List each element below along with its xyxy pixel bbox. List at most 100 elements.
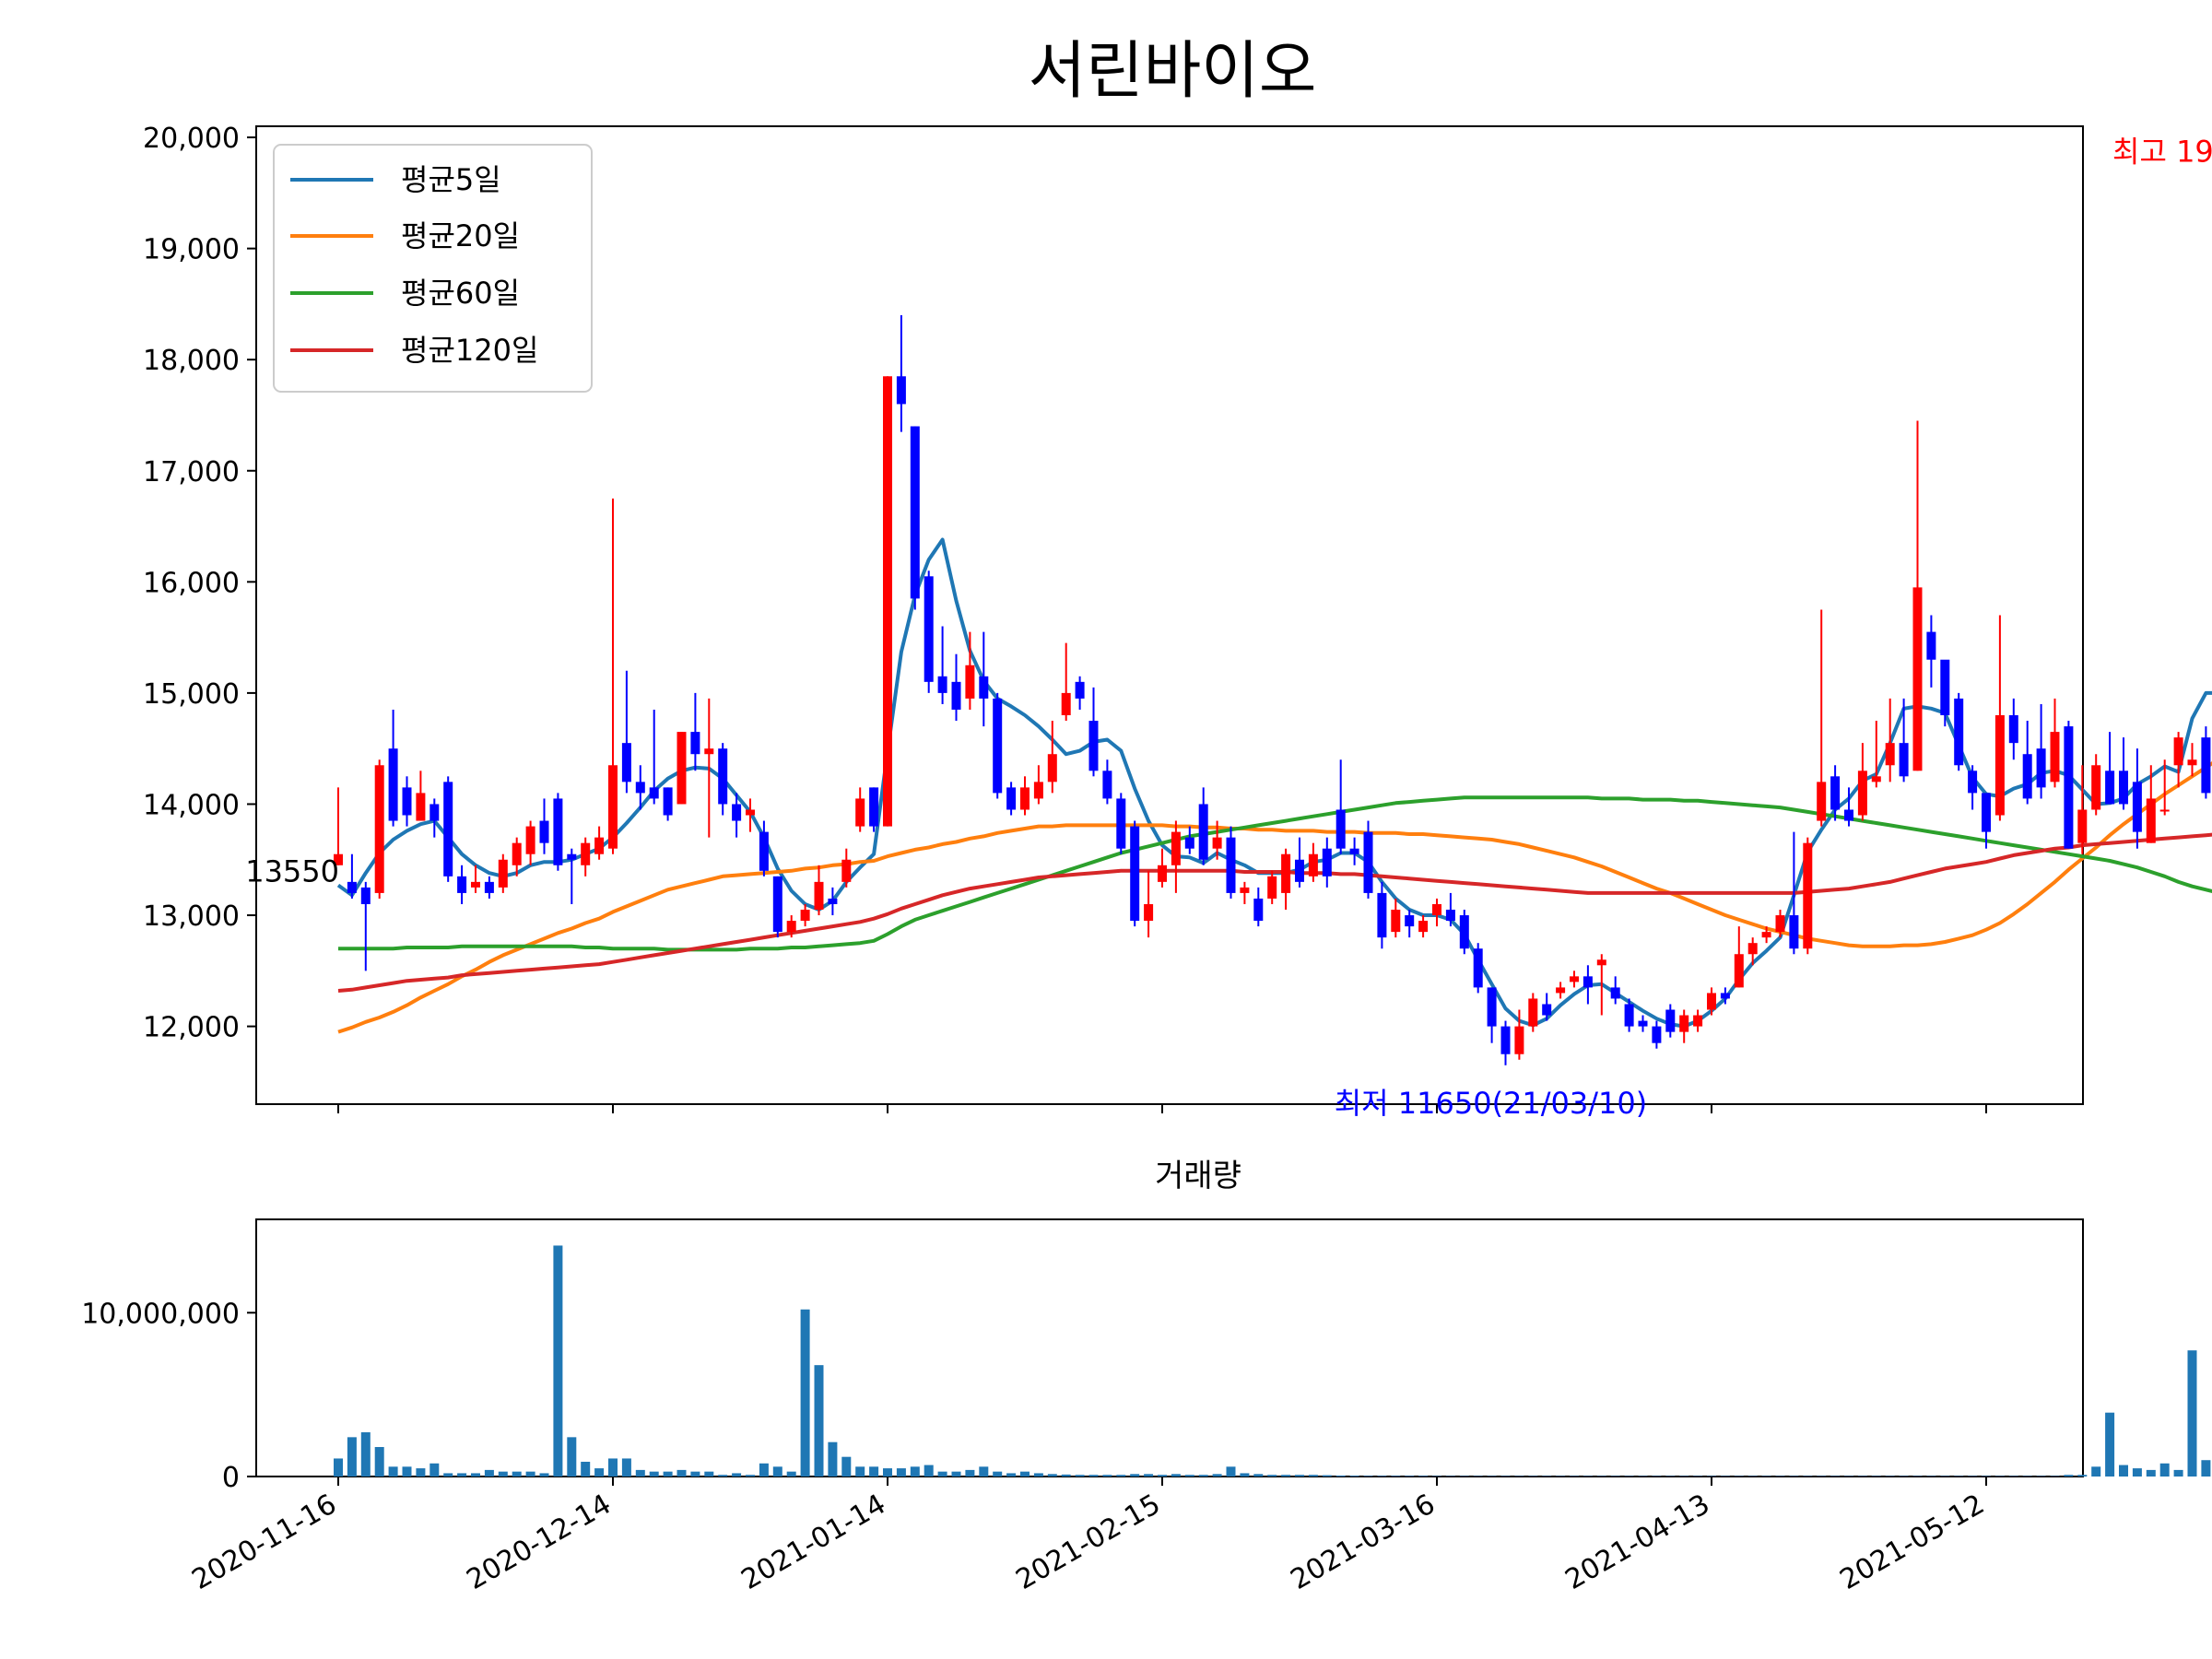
volume-bar <box>334 1458 343 1477</box>
candle <box>1596 954 1606 1016</box>
volume-bar <box>965 1469 975 1477</box>
candle-body <box>1734 954 1744 988</box>
candle-body <box>1968 771 1978 794</box>
candle-body <box>1570 976 1579 982</box>
candle <box>1335 759 1346 854</box>
volume-bar <box>1679 1476 1689 1477</box>
volume-bar <box>1899 1476 1909 1477</box>
candle <box>718 743 728 816</box>
price-panel: 12,000 13,000 14,000 15,000 16,000 17,000 18,0… <box>143 123 2212 1121</box>
volume-bar <box>677 1469 687 1477</box>
volume-bar <box>1514 1476 1524 1477</box>
candle-body <box>1954 698 1964 766</box>
candle <box>896 314 906 432</box>
candle-body <box>334 853 343 865</box>
volume-bar <box>1747 1476 1758 1477</box>
candle-body <box>1720 993 1730 999</box>
candle-body <box>374 765 384 893</box>
candle-body <box>2105 771 2115 805</box>
legend-label-ma120: 평균120일 <box>401 333 538 368</box>
candle-body <box>937 676 947 693</box>
candle <box>1761 926 1771 944</box>
volume-bar <box>1954 1476 1964 1477</box>
candle-body <box>1899 743 1909 777</box>
start-price-label: 13550 <box>245 854 339 889</box>
candle <box>855 787 865 832</box>
candle <box>2187 743 2197 777</box>
candle-body <box>471 881 480 888</box>
volume-bar <box>800 1309 810 1477</box>
volume-bar <box>937 1471 947 1477</box>
volume-bar <box>690 1471 700 1477</box>
candle <box>539 798 549 854</box>
candle <box>2091 754 2101 816</box>
volume-bar <box>1926 1476 1936 1477</box>
candle <box>1707 987 1716 1016</box>
candle <box>567 848 577 904</box>
volume-bar <box>993 1471 1003 1477</box>
candle <box>1912 420 1923 771</box>
candle-body <box>1020 787 1030 810</box>
volume-bar <box>1240 1473 1250 1477</box>
volume-y-tick-label: 10,000,000 <box>81 1298 240 1330</box>
candle-body <box>1775 915 1785 933</box>
volume-bar <box>896 1468 906 1477</box>
volume-bar <box>732 1473 742 1477</box>
volume-bar <box>1830 1476 1841 1477</box>
candle-body <box>814 881 824 911</box>
candle-body <box>1542 1004 1552 1016</box>
candle <box>1514 1009 1524 1060</box>
volume-bar <box>1363 1476 1373 1477</box>
candle-body <box>567 853 577 860</box>
volume-bar <box>1061 1474 1071 1477</box>
candle-body <box>1596 959 1606 966</box>
candle-body <box>1130 826 1140 922</box>
candle <box>1363 820 1373 899</box>
candle-body <box>855 798 865 827</box>
candle <box>1075 676 1085 710</box>
candle-body <box>1652 1026 1662 1043</box>
candle-body <box>786 921 796 933</box>
candle <box>1240 881 1250 904</box>
volume-bar <box>2077 1475 2088 1477</box>
volume-bar <box>759 1463 769 1477</box>
volume-bar <box>1405 1476 1415 1477</box>
candle-body <box>828 898 838 904</box>
candle <box>1556 982 1566 999</box>
candle <box>1734 926 1744 988</box>
candle <box>2201 726 2211 799</box>
candle-body <box>1267 876 1277 899</box>
legend: 평균5일 평균20일 평균60일 평균120일 <box>273 144 593 393</box>
volume-bar <box>1556 1476 1566 1477</box>
volume-bar <box>1720 1476 1730 1477</box>
candle-body <box>360 887 371 904</box>
candle <box>512 837 522 877</box>
candle-body <box>1528 998 1538 1027</box>
candle <box>1720 987 1730 1005</box>
candle-body <box>1459 915 1469 949</box>
candle-body <box>1610 987 1620 999</box>
candle <box>525 820 535 865</box>
candle-body <box>993 698 1003 794</box>
candle <box>2022 721 2032 805</box>
volume-bar <box>1047 1474 1057 1477</box>
volume-bar <box>2050 1476 2060 1477</box>
volume-title: 거래량 <box>1155 1158 1241 1194</box>
candle <box>1679 1009 1689 1043</box>
candle <box>1968 765 1978 810</box>
candle <box>1144 870 1154 938</box>
high-price-label: 최고 19650(21/05/13) <box>2112 134 2212 169</box>
volume-bar <box>1267 1475 1277 1477</box>
volume-bar <box>1940 1476 1950 1477</box>
candle <box>1817 609 1827 827</box>
candle <box>1418 915 1429 938</box>
candle <box>1033 765 1043 805</box>
candle-body <box>1088 721 1099 771</box>
volume-bar <box>1803 1476 1813 1477</box>
candle <box>677 732 687 805</box>
price-x-axis <box>337 1104 1987 1113</box>
volume-bar <box>786 1471 796 1477</box>
candle-body <box>2064 726 2074 849</box>
volume-bar <box>484 1469 494 1477</box>
candle <box>1349 837 1359 865</box>
